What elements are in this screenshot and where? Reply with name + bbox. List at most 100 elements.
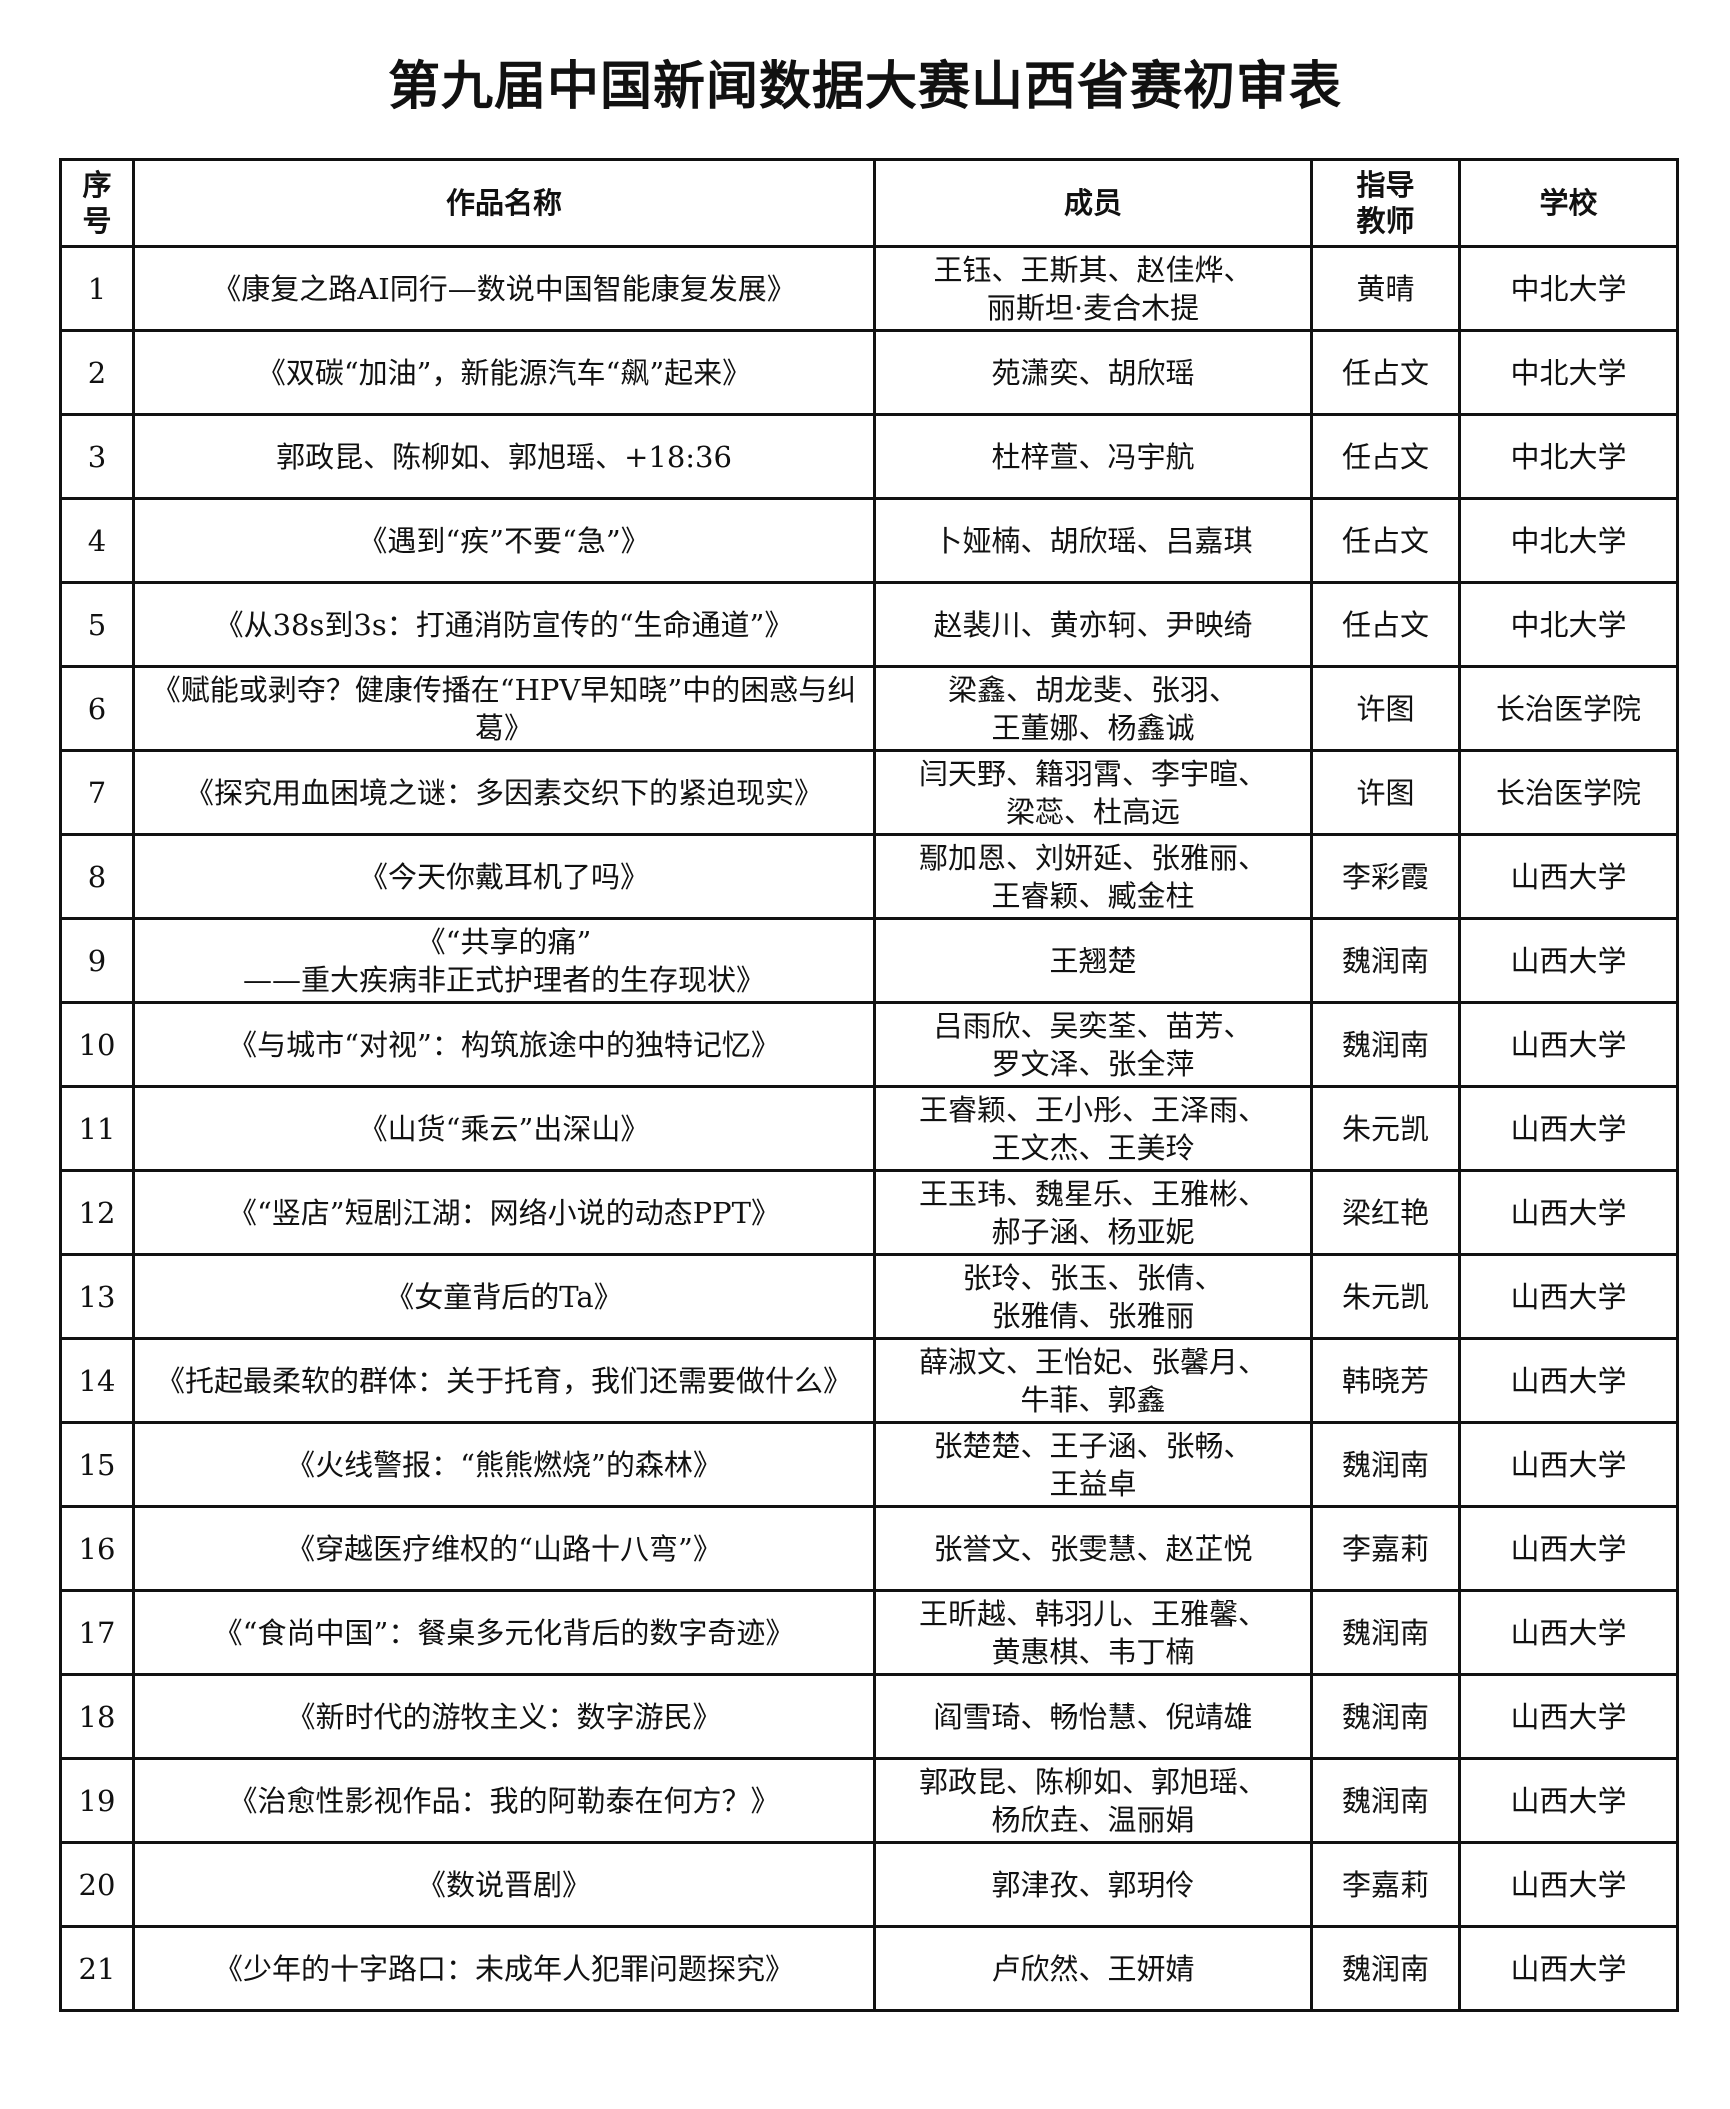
cell-advisor: 黄晴	[1310, 245, 1461, 332]
cell-advisor: 许图	[1310, 665, 1461, 752]
cell-school: 中北大学	[1458, 581, 1679, 668]
cell-advisor: 韩晓芳	[1310, 1337, 1461, 1424]
cell-advisor: 魏润南	[1310, 1421, 1461, 1508]
header-advisor: 指导 教师	[1310, 158, 1461, 248]
cell-school: 长治医学院	[1458, 665, 1679, 752]
cell-advisor: 李彩霞	[1310, 833, 1461, 920]
cell-advisor: 魏润南	[1310, 1001, 1461, 1088]
cell-advisor: 魏润南	[1310, 1757, 1461, 1844]
cell-index: 1	[59, 245, 135, 332]
cell-school: 山西大学	[1458, 1337, 1679, 1424]
cell-advisor: 魏润南	[1310, 1589, 1461, 1676]
table-header-row: 序 号 作品名称 成员 指导 教师 学校	[59, 158, 1679, 248]
table-row: 10 《与城市“对视”：构筑旅途中的独特记忆》 吕雨欣、吴奕荃、苗芳、 罗文泽、张全…	[59, 1001, 1679, 1088]
cell-advisor: 任占文	[1310, 413, 1461, 500]
cell-advisor: 任占文	[1310, 581, 1461, 668]
table-row: 5 《从38s到3s：打通消防宣传的“生命通道”》 赵裴川、黄亦轲、尹映绮 任占文 中北…	[59, 581, 1679, 668]
cell-work: 《“食尚中国”：餐桌多元化背后的数字奇迹》	[132, 1589, 876, 1676]
cell-advisor: 魏润南	[1310, 917, 1461, 1004]
cell-members: 张楚楚、王子涵、张畅、 王益卓	[873, 1421, 1313, 1508]
header-members: 成员	[873, 158, 1313, 248]
cell-members: 郭政昆、陈柳如、郭旭瑶、 杨欣垚、温丽娟	[873, 1757, 1313, 1844]
cell-school: 山西大学	[1458, 1757, 1679, 1844]
cell-school: 山西大学	[1458, 917, 1679, 1004]
cell-index: 4	[59, 497, 135, 584]
cell-school: 中北大学	[1458, 413, 1679, 500]
cell-index: 19	[59, 1757, 135, 1844]
table-row: 6 《赋能或剥夺？健康传播在“HPV早知晓”中的困惑与纠葛》 梁鑫、胡龙斐、张羽、 …	[59, 665, 1679, 752]
cell-advisor: 魏润南	[1310, 1925, 1461, 2012]
cell-school: 山西大学	[1458, 1673, 1679, 1760]
cell-index: 3	[59, 413, 135, 500]
review-table: 序 号 作品名称 成员 指导 教师 学校 1 《康复之路AI同行—数说中国智能康复…	[59, 158, 1679, 2012]
cell-work: 《双碳“加油”，新能源汽车“飙”起来》	[132, 329, 876, 416]
cell-members: 赵裴川、黄亦轲、尹映绮	[873, 581, 1313, 668]
cell-index: 16	[59, 1505, 135, 1592]
cell-members: 杜梓萱、冯宇航	[873, 413, 1313, 500]
cell-advisor: 李嘉莉	[1310, 1505, 1461, 1592]
cell-advisor: 任占文	[1310, 329, 1461, 416]
table-row: 8 《今天你戴耳机了吗》 鄢加恩、刘妍延、张雅丽、 王睿颖、臧金柱 李彩霞 山西大学	[59, 833, 1679, 920]
header-index: 序 号	[59, 158, 135, 248]
cell-index: 10	[59, 1001, 135, 1088]
cell-work: 《今天你戴耳机了吗》	[132, 833, 876, 920]
cell-members: 张玲、张玉、张倩、 张雅倩、张雅丽	[873, 1253, 1313, 1340]
cell-school: 山西大学	[1458, 1505, 1679, 1592]
cell-members: 王钰、王斯其、赵佳烨、 丽斯坦·麦合木提	[873, 245, 1313, 332]
table-row: 18 《新时代的游牧主义：数字游民》 阎雪琦、畅怡慧、倪靖雄 魏润南 山西大学	[59, 1673, 1679, 1760]
cell-advisor: 任占文	[1310, 497, 1461, 584]
cell-work: 《赋能或剥夺？健康传播在“HPV早知晓”中的困惑与纠葛》	[132, 665, 876, 752]
cell-advisor: 朱元凯	[1310, 1253, 1461, 1340]
cell-members: 卢欣然、王妍婧	[873, 1925, 1313, 2012]
cell-work: 郭政昆、陈柳如、郭旭瑶、+18:36	[132, 413, 876, 500]
table-row: 7 《探究用血困境之谜：多因素交织下的紧迫现实》 闫天野、籍羽霄、李宇暄、 梁蕊、杜…	[59, 749, 1679, 836]
cell-work: 《火线警报：“熊熊燃烧”的森林》	[132, 1421, 876, 1508]
header-work: 作品名称	[132, 158, 876, 248]
table-row: 21 《少年的十字路口：未成年人犯罪问题探究》 卢欣然、王妍婧 魏润南 山西大学	[59, 1925, 1679, 2012]
cell-work: 《山货“乘云”出深山》	[132, 1085, 876, 1172]
cell-members: 王昕越、韩羽儿、王雅馨、 黄惠棋、韦丁楠	[873, 1589, 1313, 1676]
table-row: 17 《“食尚中国”：餐桌多元化背后的数字奇迹》 王昕越、韩羽儿、王雅馨、 黄惠棋、…	[59, 1589, 1679, 1676]
cell-advisor: 魏润南	[1310, 1673, 1461, 1760]
table-row: 3 郭政昆、陈柳如、郭旭瑶、+18:36 杜梓萱、冯宇航 任占文 中北大学	[59, 413, 1679, 500]
cell-work: 《数说晋剧》	[132, 1841, 876, 1928]
cell-school: 中北大学	[1458, 329, 1679, 416]
table-row: 15 《火线警报：“熊熊燃烧”的森林》 张楚楚、王子涵、张畅、 王益卓 魏润南 山西大学	[59, 1421, 1679, 1508]
cell-members: 鄢加恩、刘妍延、张雅丽、 王睿颖、臧金柱	[873, 833, 1313, 920]
cell-members: 王睿颖、王小彤、王泽雨、 王文杰、王美玲	[873, 1085, 1313, 1172]
cell-advisor: 许图	[1310, 749, 1461, 836]
cell-school: 山西大学	[1458, 1589, 1679, 1676]
table-row: 12 《“竖店”短剧江湖：网络小说的动态PPT》 王玉玮、魏星乐、王雅彬、 郝子涵、…	[59, 1169, 1679, 1256]
cell-index: 5	[59, 581, 135, 668]
table-row: 20 《数说晋剧》 郭津孜、郭玥伶 李嘉莉 山西大学	[59, 1841, 1679, 1928]
cell-index: 8	[59, 833, 135, 920]
cell-members: 王翘楚	[873, 917, 1313, 1004]
cell-members: 梁鑫、胡龙斐、张羽、 王董娜、杨鑫诚	[873, 665, 1313, 752]
cell-advisor: 朱元凯	[1310, 1085, 1461, 1172]
header-school: 学校	[1458, 158, 1679, 248]
cell-index: 9	[59, 917, 135, 1004]
cell-members: 苑潇奕、胡欣瑶	[873, 329, 1313, 416]
cell-school: 山西大学	[1458, 1169, 1679, 1256]
table-row: 13 《女童背后的Ta》 张玲、张玉、张倩、 张雅倩、张雅丽 朱元凯 山西大学	[59, 1253, 1679, 1340]
table-row: 1 《康复之路AI同行—数说中国智能康复发展》 王钰、王斯其、赵佳烨、 丽斯坦·麦合…	[59, 245, 1679, 332]
cell-school: 山西大学	[1458, 1253, 1679, 1340]
cell-school: 山西大学	[1458, 1421, 1679, 1508]
cell-index: 14	[59, 1337, 135, 1424]
cell-work: 《与城市“对视”：构筑旅途中的独特记忆》	[132, 1001, 876, 1088]
cell-school: 山西大学	[1458, 1841, 1679, 1928]
cell-members: 薛淑文、王怡妃、张馨月、 牛菲、郭鑫	[873, 1337, 1313, 1424]
cell-index: 7	[59, 749, 135, 836]
cell-work: 《“共享的痛” ——重大疾病非正式护理者的生存现状》	[132, 917, 876, 1004]
cell-work: 《少年的十字路口：未成年人犯罪问题探究》	[132, 1925, 876, 2012]
cell-index: 18	[59, 1673, 135, 1760]
cell-advisor: 李嘉莉	[1310, 1841, 1461, 1928]
cell-members: 阎雪琦、畅怡慧、倪靖雄	[873, 1673, 1313, 1760]
table-row: 4 《遇到“疾”不要“急”》 卜娅楠、胡欣瑶、吕嘉琪 任占文 中北大学	[59, 497, 1679, 584]
cell-school: 山西大学	[1458, 1085, 1679, 1172]
table-row: 2 《双碳“加油”，新能源汽车“飙”起来》 苑潇奕、胡欣瑶 任占文 中北大学	[59, 329, 1679, 416]
cell-school: 中北大学	[1458, 245, 1679, 332]
cell-school: 山西大学	[1458, 1001, 1679, 1088]
cell-index: 15	[59, 1421, 135, 1508]
cell-work: 《托起最柔软的群体：关于托育，我们还需要做什么》	[132, 1337, 876, 1424]
